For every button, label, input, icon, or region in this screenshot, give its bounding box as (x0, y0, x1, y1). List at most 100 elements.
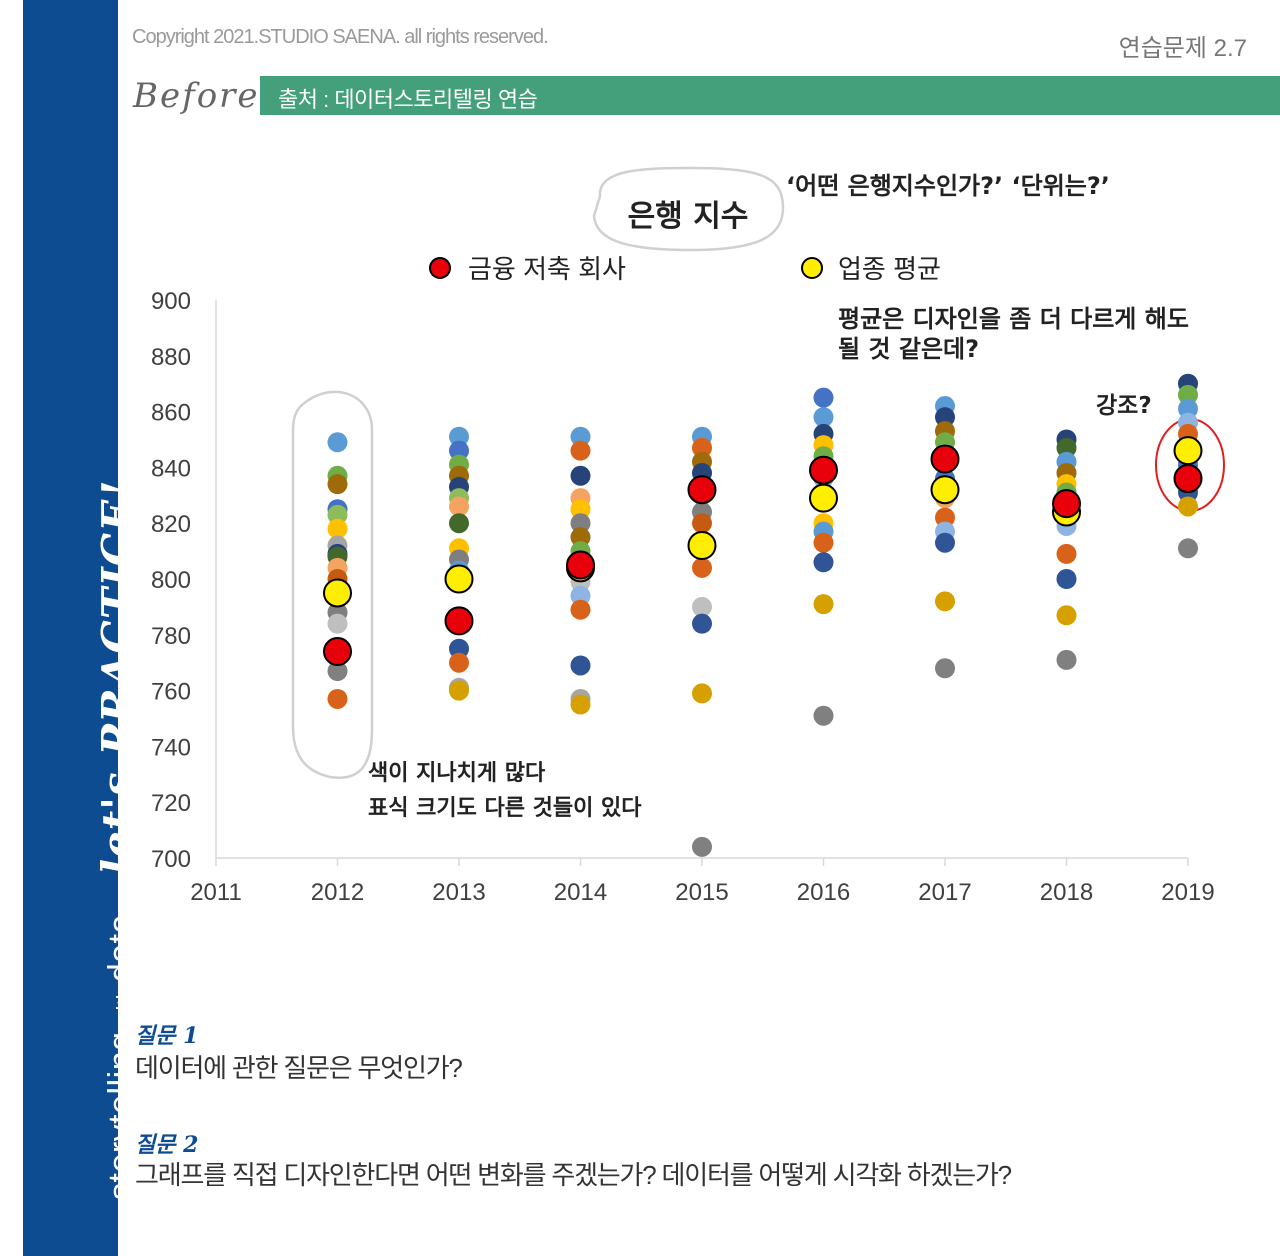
bank-point (327, 432, 348, 453)
bank-point (327, 474, 348, 495)
bank-point (1056, 605, 1077, 626)
y-tick-label: 780 (151, 623, 191, 650)
colors-note-line1: 색이 지나치게 많다 (368, 761, 546, 786)
emphasis-note: 강조? (1096, 393, 1152, 419)
bank-point (935, 658, 955, 679)
bank-point (449, 426, 469, 447)
y-tick-label: 700 (151, 846, 191, 873)
x-tick-label: 2017 (918, 879, 971, 906)
industry-average-point (444, 564, 474, 594)
bank-point (1056, 543, 1077, 564)
bank-point (1056, 569, 1077, 589)
question-1-label: 질문 1 (135, 1023, 199, 1049)
bank-point (692, 557, 712, 578)
bank-point (935, 507, 955, 528)
x-tick-label: 2019 (1161, 879, 1214, 906)
bank-point (1178, 398, 1198, 419)
legend-label-average: 업종 평균 (838, 254, 941, 284)
y-tick-label: 820 (151, 511, 191, 538)
y-tick-label: 880 (151, 344, 191, 371)
bank-point (1056, 649, 1077, 670)
bank-point (692, 437, 712, 458)
chart-points (323, 373, 1203, 857)
average-note-line2: 될 것 같은데? (838, 335, 979, 363)
savings-company-point (1173, 464, 1203, 494)
bank-point (1056, 437, 1077, 458)
bank-point (935, 591, 955, 612)
exercise-number: 연습문제 2.7 (1118, 35, 1247, 62)
bank-point (1178, 384, 1198, 405)
bank-point (813, 552, 834, 573)
industry-average-point (930, 475, 960, 505)
bank-point (813, 594, 834, 615)
bank-point (570, 426, 591, 447)
chart-axes: 900 880 860 840 820 800 780 760 740 720 700 2011 201… (151, 288, 1215, 906)
bank-point (692, 596, 712, 617)
bank-point (327, 688, 348, 709)
bank-point (935, 407, 955, 428)
y-tick-label: 860 (151, 400, 191, 427)
sidebar: storytelling with data let's PRACTICE! (23, 0, 142, 1256)
bank-point (813, 532, 834, 553)
bank-point (692, 683, 712, 704)
bank-point (570, 694, 591, 715)
bank-point (570, 465, 591, 486)
chart-title: 은행 지수 (628, 199, 749, 234)
bank-point (570, 527, 591, 548)
legend-label-savings: 금융 저축 회사 (468, 254, 626, 284)
bank-point (449, 652, 469, 673)
industry-average-point (687, 531, 717, 561)
colors-note-line2: 표식 크기도 다른 것들이 있다 (368, 796, 642, 821)
savings-company-point (566, 550, 595, 580)
bank-point (449, 513, 469, 534)
highlight-bracket-2012 (291, 390, 374, 779)
bank-point (935, 532, 955, 553)
x-tick-label: 2012 (311, 879, 364, 906)
x-tick-label: 2016 (797, 879, 850, 906)
bank-point (570, 599, 591, 620)
x-tick-label: 2014 (554, 879, 607, 906)
before-label: Before (133, 76, 260, 116)
x-tick-label: 2015 (675, 879, 728, 906)
bank-point (692, 613, 712, 634)
source-text: 출처 : 데이터스토리텔링 연습 (278, 87, 538, 112)
savings-company-point (809, 455, 838, 485)
savings-company-point (444, 606, 474, 636)
bank-point (449, 496, 469, 517)
bank-point (692, 836, 712, 857)
y-tick-label: 740 (151, 734, 191, 761)
legend: 금융 저축 회사 업종 평균 (429, 254, 941, 284)
bank-point (1178, 496, 1198, 517)
question-1-text: 데이터에 관한 질문은 무엇인가? (135, 1053, 463, 1083)
bank-point (570, 585, 591, 606)
question-2-text: 그래프를 직접 디자인한다면 어떤 변화를 주겠는가? 데이터를 어떻게 시각화… (135, 1160, 1012, 1190)
savings-company-point (687, 475, 717, 505)
bank-point (449, 680, 469, 701)
bank-point (813, 705, 834, 726)
bank-point (570, 655, 591, 676)
legend-marker-average (801, 257, 823, 279)
industry-average-point (323, 578, 352, 608)
bank-point (692, 513, 712, 534)
question-2-label: 질문 2 (135, 1132, 199, 1158)
title-bubble (592, 166, 785, 252)
bank-point (327, 504, 348, 525)
y-tick-label: 760 (151, 679, 191, 706)
bank-point (327, 661, 348, 682)
bank-point (327, 613, 348, 634)
bank-point (570, 440, 591, 461)
x-tick-label: 2013 (432, 879, 485, 906)
y-tick-label: 800 (151, 567, 191, 594)
x-tick-label: 2011 (190, 879, 242, 906)
scatter-chart: 은행 지수 ‘어떤 은행지수인가?’ ‘단위는?’ 평균은 디자인을 좀 더 다… (151, 166, 1225, 906)
savings-company-point (323, 637, 352, 667)
bank-point (449, 440, 469, 461)
y-tick-label: 720 (151, 790, 191, 817)
bank-point (449, 638, 469, 659)
bank-point (813, 407, 834, 428)
bank-point (570, 513, 591, 534)
savings-company-point (930, 444, 960, 474)
x-tick-label: 2018 (1040, 879, 1093, 906)
average-note-line1: 평균은 디자인을 좀 더 다르게 해도 (838, 305, 1189, 333)
bank-point (570, 499, 591, 520)
